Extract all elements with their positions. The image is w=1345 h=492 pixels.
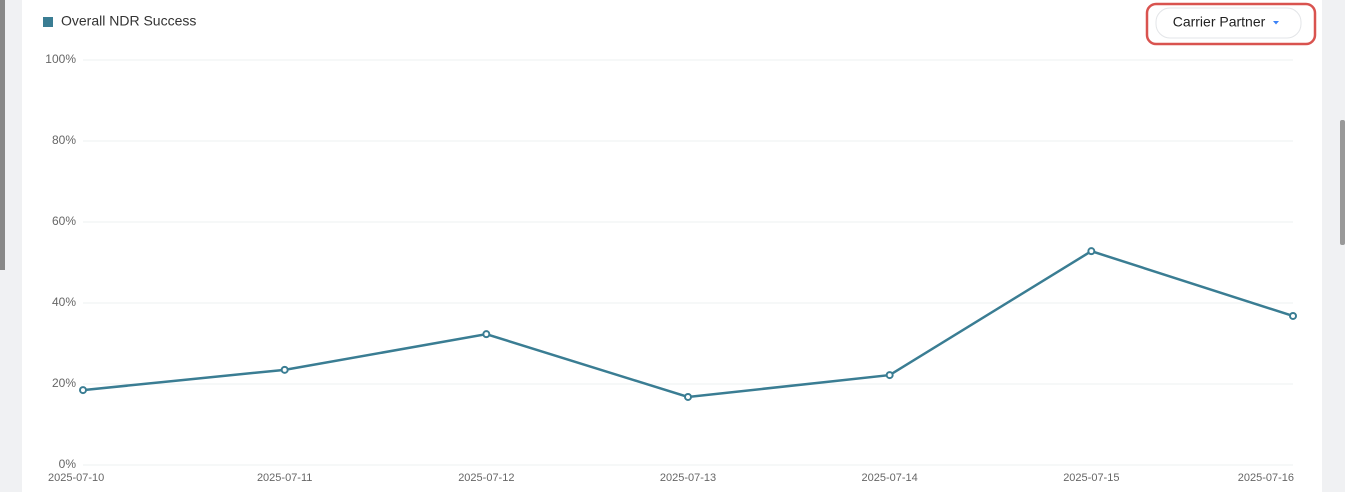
point bbox=[684, 392, 692, 401]
x-tick-label: 2025-07-12 bbox=[458, 472, 514, 484]
point bbox=[280, 365, 289, 374]
point bbox=[1087, 247, 1096, 256]
x-tick-label: 2025-07-15 bbox=[1063, 472, 1119, 484]
dropdown-button[interactable] bbox=[1155, 7, 1302, 39]
y-tick-label: 100% bbox=[45, 52, 76, 66]
dropdown[interactable]: Carrier Partner bbox=[1145, 2, 1317, 46]
x-tick-label: 2025-07-13 bbox=[660, 472, 716, 484]
point bbox=[79, 386, 87, 395]
y-tick-label: 80% bbox=[52, 133, 76, 147]
point bbox=[885, 371, 894, 380]
caret bbox=[1273, 21, 1279, 25]
legend-label: Overall NDR Success bbox=[61, 13, 196, 29]
highlight-box bbox=[1145, 2, 1317, 46]
x-tick-label: 2025-07-14 bbox=[862, 472, 918, 484]
y-tick-label: 0% bbox=[59, 457, 77, 471]
point bbox=[482, 330, 491, 339]
y-tick-label: 20% bbox=[52, 376, 76, 390]
x-tick-label: 2025-07-16 bbox=[1238, 472, 1294, 484]
y-tick-label: 40% bbox=[52, 295, 76, 309]
dropdown-label[interactable]: Carrier Partner bbox=[1173, 14, 1266, 30]
scrollbar bbox=[1340, 120, 1345, 245]
legend-swatch bbox=[43, 17, 53, 27]
y-tick-label: 60% bbox=[52, 214, 76, 228]
point bbox=[1289, 311, 1297, 320]
left-edge bbox=[0, 0, 5, 270]
card bbox=[22, 0, 1322, 492]
legend: Overall NDR Success bbox=[43, 13, 196, 29]
x-tick-label: 2025-07-11 bbox=[257, 472, 312, 484]
x-tick-label: 2025-07-10 bbox=[48, 472, 104, 484]
